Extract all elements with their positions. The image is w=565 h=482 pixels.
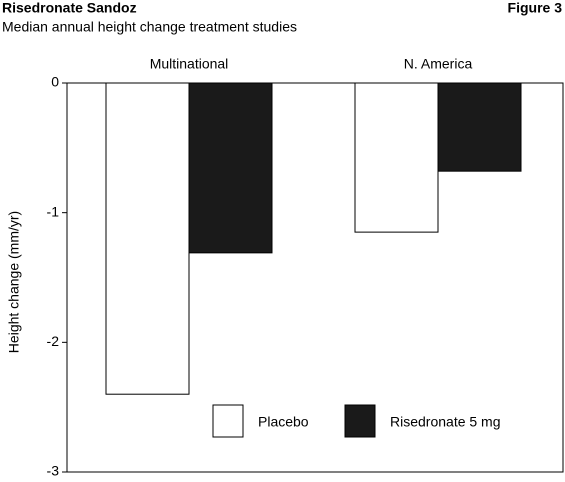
category-label: Multinational (150, 56, 229, 72)
chart-subtitle: Median annual height change treatment st… (2, 19, 297, 35)
legend-label: Placebo (258, 414, 309, 430)
figure-label: Figure 3 (508, 0, 563, 16)
legend-swatch (212, 404, 244, 438)
bar (437, 82, 522, 172)
y-axis-label: Height change (mm/yr) (6, 211, 22, 353)
category-label: N. America (404, 56, 473, 72)
bar (354, 82, 439, 233)
legend-swatch (344, 404, 376, 438)
chart-title: Risedronate Sandoz (2, 0, 137, 16)
y-tick-label: -2 (47, 333, 60, 349)
plot-frame (66, 82, 564, 473)
y-tick-label: -3 (47, 463, 60, 479)
bar (105, 82, 190, 395)
legend-label: Risedronate 5 mg (390, 414, 501, 430)
y-tick-label: -1 (47, 203, 60, 219)
bar (188, 82, 273, 254)
y-tick-label: 0 (51, 74, 59, 90)
